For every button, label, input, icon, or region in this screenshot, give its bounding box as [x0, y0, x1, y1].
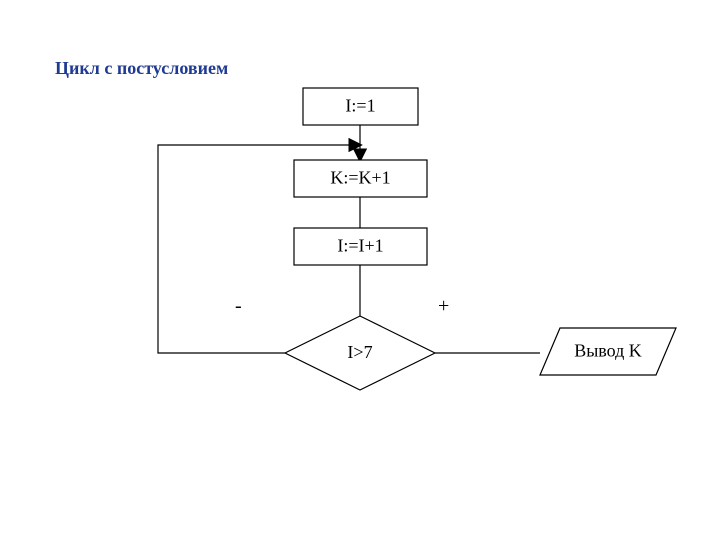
edge-label: - [235, 295, 242, 317]
flow-node-label: Вывод K [574, 341, 642, 361]
edge-label: + [438, 295, 449, 317]
flow-node-label: I>7 [347, 342, 372, 362]
flow-node-label: K:=K+1 [330, 168, 390, 188]
flowchart-canvas: + - I:=1 K:=K+1 I:=I+1 I>7 Вывод K [0, 0, 720, 540]
flow-node-label: I:=1 [345, 96, 375, 116]
flow-node-label: I:=I+1 [337, 236, 383, 256]
